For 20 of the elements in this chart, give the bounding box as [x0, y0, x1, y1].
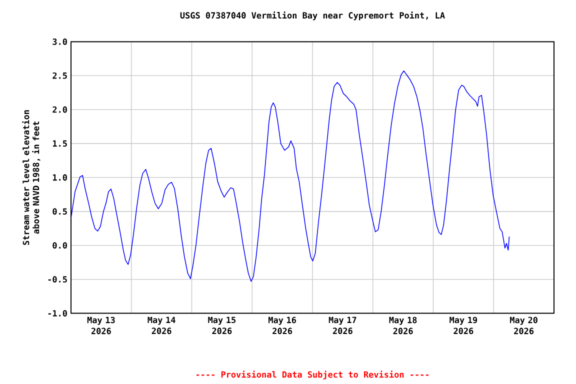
x-tick-label: May 14 2026 [148, 316, 176, 334]
y-tick-label: 2.0 [52, 106, 67, 113]
y-tick-label: -0.5 [48, 276, 67, 283]
y-axis-title: Stream water level elevation above NAVD 1988, in feet [22, 110, 40, 245]
x-tick-label: May 13 2026 [87, 316, 115, 334]
chart-title: USGS 07387040 Vermilion Bay near Cypremort Point, LA [180, 12, 445, 20]
x-tick-label: May 15 2026 [208, 316, 236, 334]
y-tick-label: 1.5 [52, 140, 67, 147]
y-tick-label: 0.5 [52, 208, 67, 215]
x-tick-label: May 16 2026 [268, 316, 296, 334]
x-tick-label: May 18 2026 [389, 316, 417, 334]
x-tick-label: May 19 2026 [450, 316, 478, 334]
y-tick-label: 2.5 [52, 72, 67, 79]
y-tick-label: 3.0 [52, 38, 67, 45]
y-tick-label: -1.0 [48, 310, 67, 317]
text: ---- Provisional Data Subject to Revision ---- [196, 370, 429, 380]
x-tick-label: May 17 2026 [328, 316, 356, 334]
y-tick-label: 0.0 [52, 242, 67, 249]
x-tick-label: May 20 2026 [510, 316, 538, 334]
y-tick-label: 1.0 [52, 174, 67, 181]
